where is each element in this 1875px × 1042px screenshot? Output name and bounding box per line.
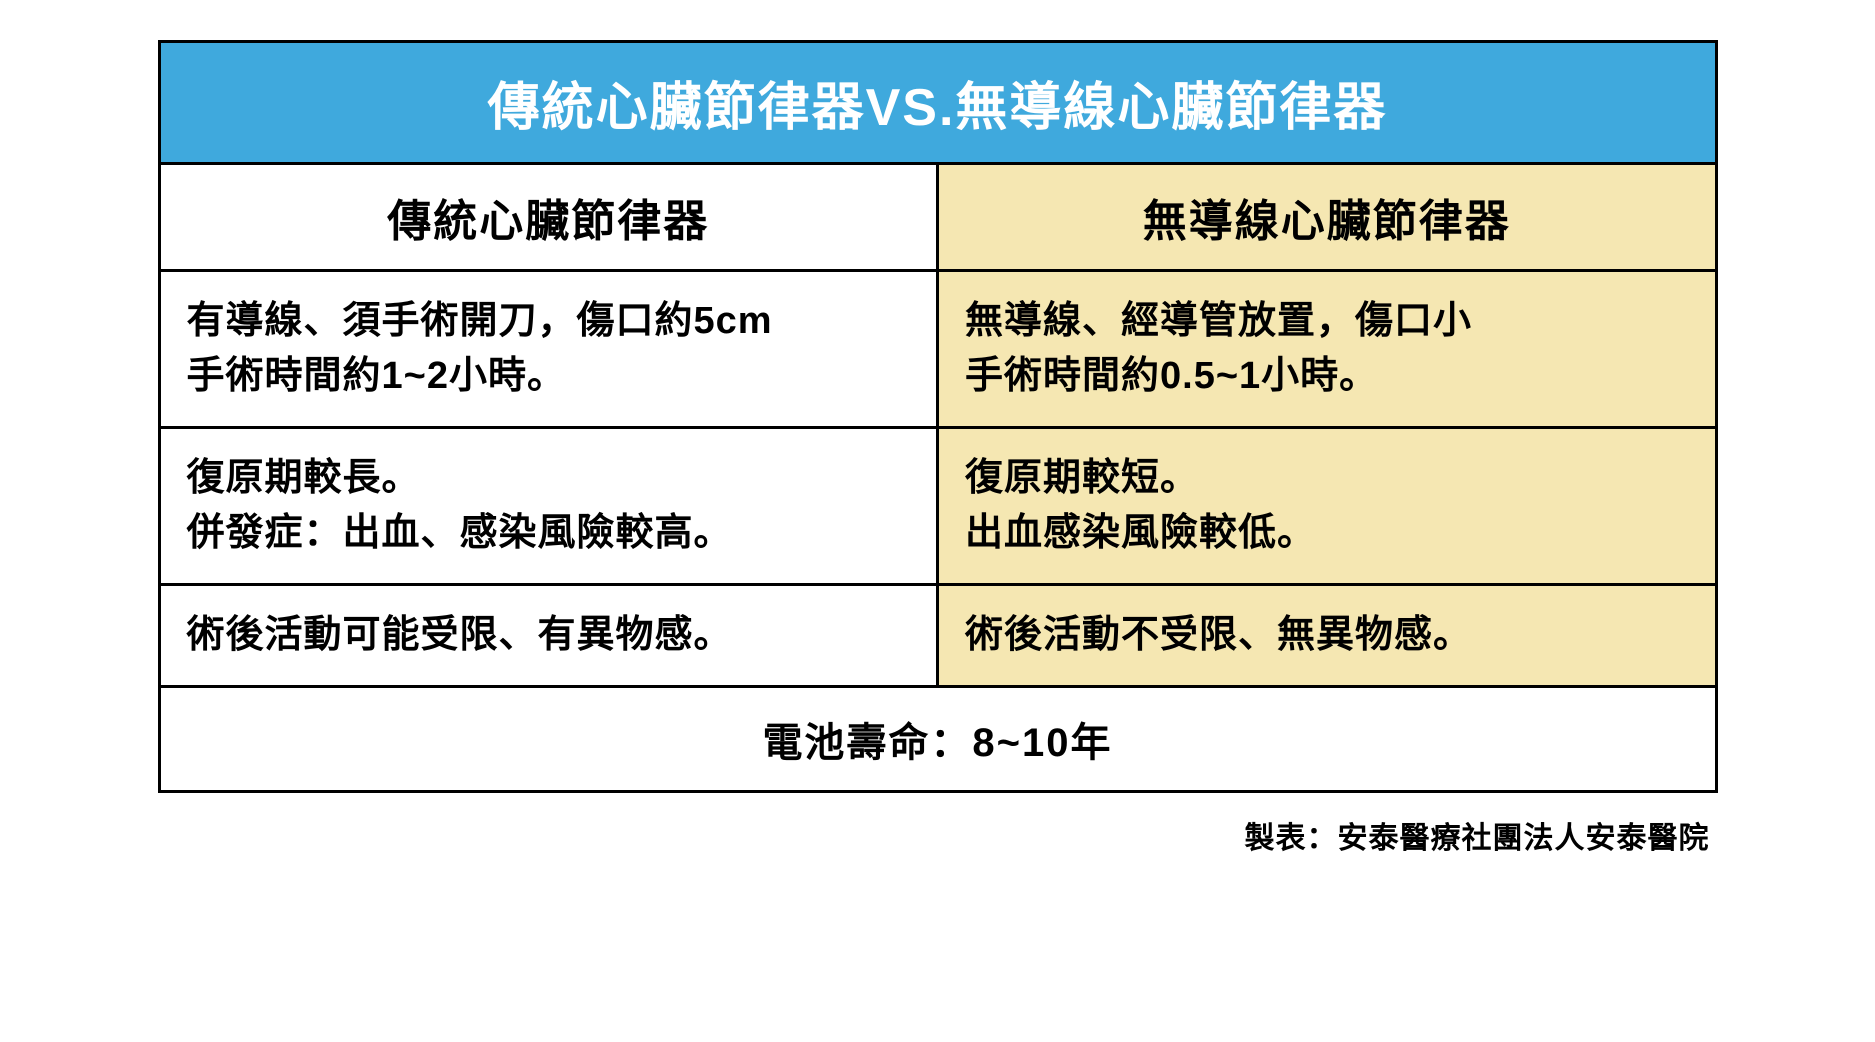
table-row: 術後活動可能受限、有異物感。 術後活動不受限、無異物感。: [159, 585, 1716, 687]
credit-line: 製表：安泰醫療社團法人安泰醫院: [158, 793, 1718, 857]
span-row: 電池壽命：8~10年: [159, 687, 1716, 792]
cell-left-0: 有導線、須手術開刀，傷口約5cm手術時間約1~2小時。: [159, 271, 938, 428]
colhead-left: 傳統心臟節律器: [159, 164, 938, 271]
title-row: 傳統心臟節律器VS.無導線心臟節律器: [159, 42, 1716, 164]
comparison-table-wrap: 傳統心臟節律器VS.無導線心臟節律器 傳統心臟節律器 無導線心臟節律器 有導線、…: [158, 40, 1718, 857]
table-title: 傳統心臟節律器VS.無導線心臟節律器: [159, 42, 1716, 164]
span-cell: 電池壽命：8~10年: [159, 687, 1716, 792]
cell-right-0: 無導線、經導管放置，傷口小手術時間約0.5~1小時。: [938, 271, 1717, 428]
cell-left-1: 復原期較長。併發症：出血、感染風險較高。: [159, 428, 938, 585]
comparison-table: 傳統心臟節律器VS.無導線心臟節律器 傳統心臟節律器 無導線心臟節律器 有導線、…: [158, 40, 1718, 793]
column-header-row: 傳統心臟節律器 無導線心臟節律器: [159, 164, 1716, 271]
cell-right-2: 術後活動不受限、無異物感。: [938, 585, 1717, 687]
colhead-right: 無導線心臟節律器: [938, 164, 1717, 271]
cell-left-2: 術後活動可能受限、有異物感。: [159, 585, 938, 687]
cell-right-1: 復原期較短。出血感染風險較低。: [938, 428, 1717, 585]
table-row: 復原期較長。併發症：出血、感染風險較高。 復原期較短。出血感染風險較低。: [159, 428, 1716, 585]
table-row: 有導線、須手術開刀，傷口約5cm手術時間約1~2小時。 無導線、經導管放置，傷口…: [159, 271, 1716, 428]
